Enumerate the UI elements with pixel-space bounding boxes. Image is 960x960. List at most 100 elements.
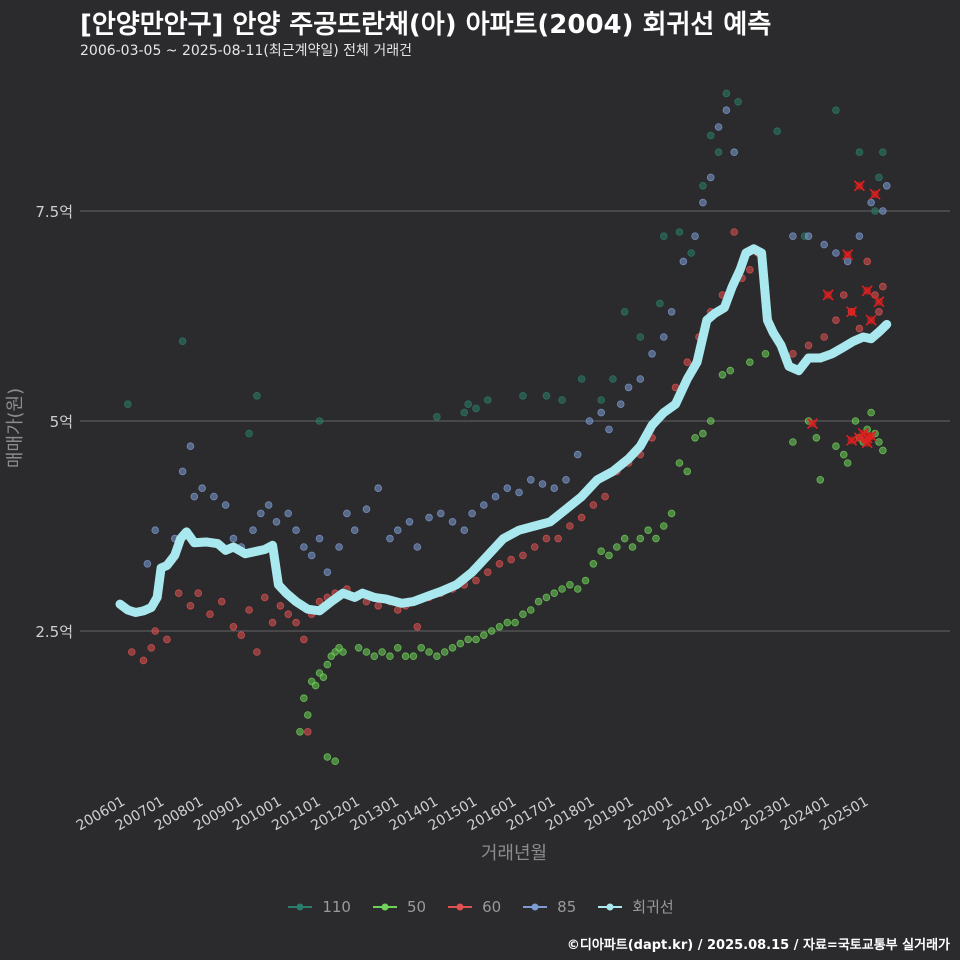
- point-60: [315, 597, 324, 606]
- point-85: [667, 307, 676, 316]
- point-85: [636, 375, 645, 383]
- point-60: [566, 522, 574, 530]
- point-85: [272, 517, 281, 526]
- point-60: [260, 593, 269, 602]
- point-85: [659, 333, 668, 341]
- point-85: [616, 400, 625, 409]
- point-85: [292, 526, 300, 534]
- point-60: [589, 501, 598, 509]
- legend-label: 50: [406, 897, 427, 916]
- point-110: [656, 299, 664, 308]
- point-50: [620, 534, 629, 543]
- point-50: [636, 534, 645, 543]
- point-85: [515, 488, 523, 497]
- legend-swatch: [598, 903, 623, 910]
- point-110: [636, 333, 645, 341]
- point-50: [448, 643, 457, 652]
- point-50: [644, 526, 652, 534]
- legend-item-50: 50: [371, 897, 426, 917]
- cancelled-cross-b: [806, 417, 819, 430]
- legend-swatch: [448, 903, 473, 910]
- point-85: [648, 349, 656, 358]
- point-60: [127, 648, 136, 656]
- point-85: [323, 568, 332, 576]
- point-50: [550, 589, 559, 597]
- point-60: [163, 635, 171, 644]
- legend-swatch-dot: [531, 903, 539, 910]
- point-60: [374, 601, 382, 610]
- point-85: [210, 492, 218, 501]
- point-85: [386, 534, 394, 543]
- point-50: [628, 543, 637, 551]
- y-axis-labels: 2.5억 5억 7.5억: [35, 203, 73, 641]
- legend-item-60: 60: [446, 897, 501, 917]
- y-tick-label: 7.5억: [35, 203, 73, 221]
- point-60: [577, 513, 586, 522]
- point-60: [804, 341, 813, 350]
- point-50: [839, 450, 848, 459]
- point-85: [186, 442, 195, 451]
- point-50: [589, 559, 598, 568]
- point-50: [323, 753, 332, 761]
- point-85: [573, 450, 582, 459]
- point-50: [409, 652, 418, 660]
- point-50: [683, 467, 692, 476]
- point-60: [393, 606, 402, 614]
- point-85: [362, 505, 371, 514]
- point-85: [284, 509, 293, 518]
- point-50: [401, 652, 410, 660]
- point-60: [554, 534, 562, 543]
- legend-swatch-dot: [296, 903, 304, 910]
- point-60: [253, 648, 261, 656]
- point-85: [832, 249, 840, 257]
- point-60: [820, 333, 828, 341]
- point-60: [542, 534, 551, 543]
- cancelled-cross-b: [845, 306, 858, 318]
- grid-lines: [80, 210, 950, 632]
- point-60: [683, 358, 692, 367]
- point-60: [292, 618, 300, 627]
- point-110: [879, 148, 887, 157]
- point-50: [362, 648, 371, 656]
- point-50: [534, 597, 543, 606]
- legend-label: 60: [482, 897, 502, 916]
- point-85: [789, 232, 797, 241]
- point-60: [237, 631, 246, 639]
- point-110: [609, 375, 617, 383]
- point-60: [206, 610, 214, 618]
- data-points: [124, 89, 891, 765]
- point-110: [315, 417, 324, 425]
- point-50: [867, 408, 875, 417]
- point-50: [879, 446, 887, 455]
- point-50: [706, 417, 715, 425]
- cancelled-marker: [873, 296, 885, 308]
- point-50: [812, 433, 821, 442]
- cancelled-cross-b: [861, 437, 873, 449]
- point-50: [718, 370, 727, 379]
- point-50: [296, 727, 304, 736]
- point-110: [433, 412, 441, 421]
- point-85: [624, 383, 633, 392]
- point-85: [264, 501, 273, 509]
- point-85: [249, 526, 257, 534]
- point-50: [303, 711, 312, 719]
- point-60: [217, 597, 226, 606]
- point-60: [472, 576, 480, 585]
- point-85: [526, 475, 535, 484]
- point-85: [221, 501, 230, 509]
- point-50: [691, 433, 699, 442]
- point-50: [875, 438, 883, 446]
- point-50: [378, 648, 386, 656]
- point-50: [667, 509, 676, 518]
- point-85: [867, 198, 875, 207]
- chart-subtitle: 2006-03-05 ~ 2025-08-11(최근계약일) 전체 거래건: [80, 43, 412, 59]
- point-50: [652, 534, 660, 543]
- point-85: [679, 257, 688, 266]
- point-50: [370, 652, 379, 660]
- point-50: [511, 618, 519, 627]
- point-110: [714, 148, 723, 157]
- point-110: [722, 89, 731, 98]
- point-110: [597, 396, 605, 404]
- point-50: [558, 585, 566, 593]
- point-60: [495, 559, 504, 568]
